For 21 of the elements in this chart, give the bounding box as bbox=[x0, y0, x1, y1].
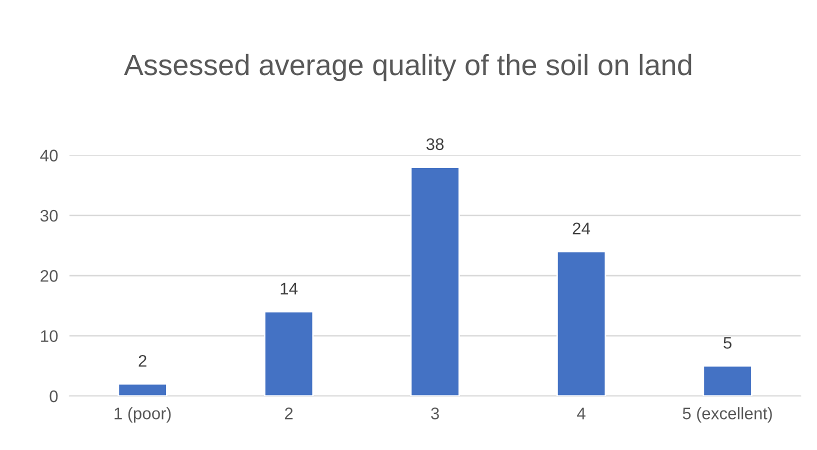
x-tick-label: 2 bbox=[285, 408, 293, 420]
y-tick-label: 40 bbox=[40, 150, 58, 162]
bar bbox=[556, 250, 606, 396]
data-label: 2 bbox=[138, 354, 146, 367]
y-tick-label: 30 bbox=[40, 210, 58, 222]
data-label: 38 bbox=[426, 138, 444, 150]
bar bbox=[410, 166, 460, 396]
chart-title: Assessed average quality of the soil on land bbox=[124, 54, 692, 82]
data-label: 24 bbox=[572, 222, 590, 234]
x-tick-label: 5 (excellent) bbox=[682, 407, 772, 423]
bar bbox=[118, 383, 168, 396]
bar bbox=[702, 365, 752, 396]
y-tick-label: 20 bbox=[40, 270, 58, 282]
y-tick-label: 10 bbox=[41, 330, 58, 342]
bar bbox=[264, 311, 314, 396]
y-tick-label: 0 bbox=[50, 390, 58, 402]
x-tick-label: 3 bbox=[431, 408, 439, 420]
x-tick-label: 1 (poor) bbox=[114, 407, 171, 423]
data-label: 5 bbox=[724, 337, 732, 349]
data-label: 14 bbox=[280, 282, 298, 294]
x-tick-label: 4 bbox=[577, 408, 586, 420]
